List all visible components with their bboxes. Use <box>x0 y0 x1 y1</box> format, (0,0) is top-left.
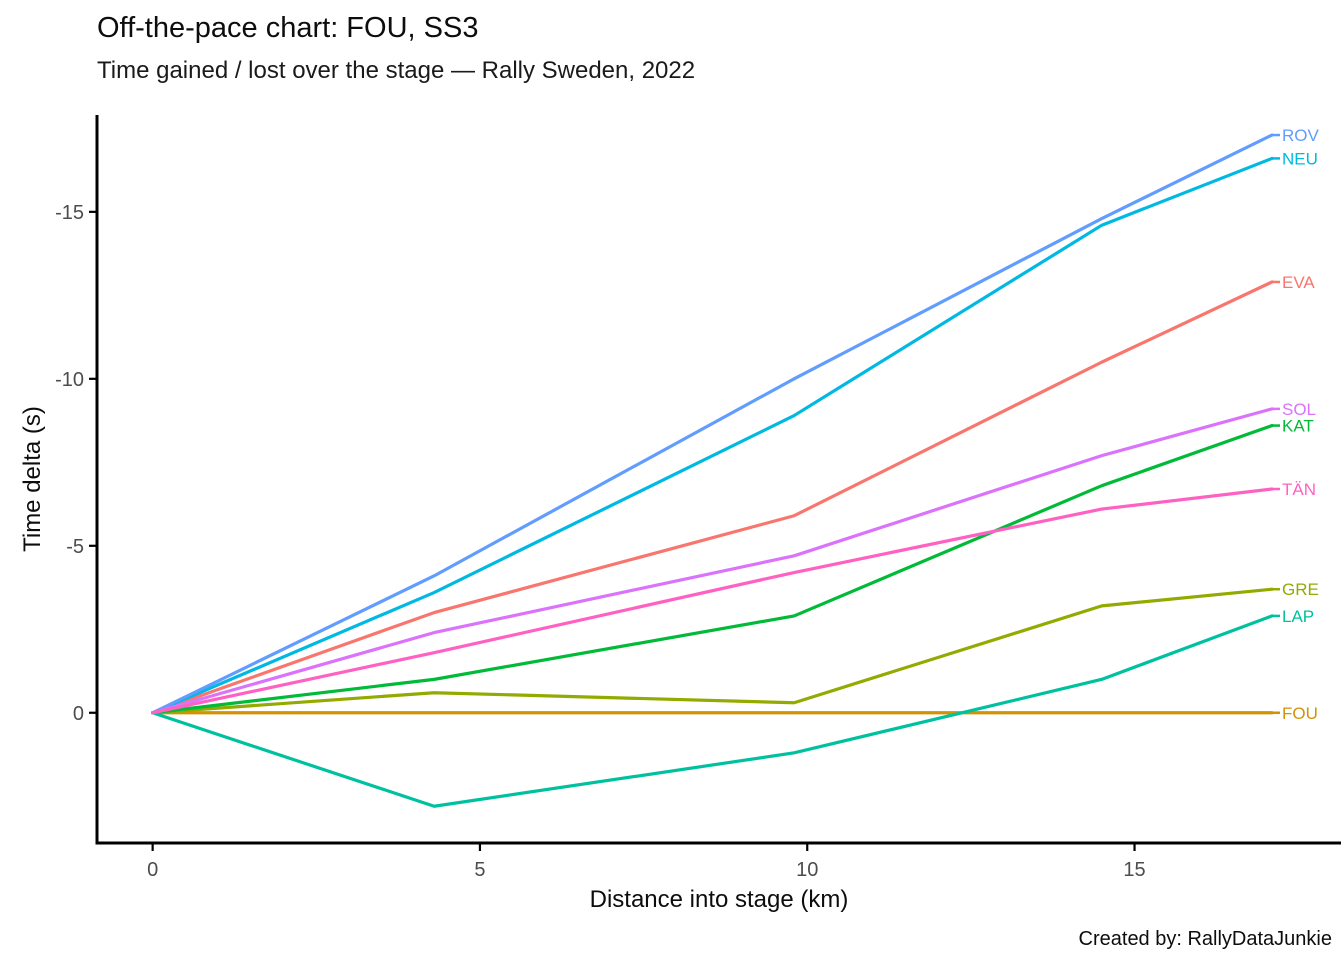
series-label-FOU: FOU <box>1282 704 1318 723</box>
series-label-EVA: EVA <box>1282 273 1315 292</box>
series-line-NEU <box>151 156 1274 715</box>
y-tick-label: -5 <box>66 536 84 558</box>
y-tick-label: -10 <box>55 369 84 391</box>
x-tick-label: 0 <box>147 859 158 881</box>
credit-caption: Created by: RallyDataJunkie <box>1078 928 1332 950</box>
series-label-TÄN: TÄN <box>1282 480 1316 499</box>
series-label-KAT: KAT <box>1282 417 1314 436</box>
series-line-TÄN <box>151 487 1274 715</box>
series-line-KAT <box>151 423 1274 715</box>
series-line-LAP <box>151 614 1274 808</box>
x-axis-title: Distance into stage (km) <box>589 886 849 913</box>
y-tick-label: 0 <box>73 703 84 725</box>
series-line-EVA <box>151 280 1274 715</box>
x-tick-label: 15 <box>1123 859 1145 881</box>
chart-subtitle: Time gained / lost over the stage — Rall… <box>97 57 696 84</box>
series-line-SOL <box>151 407 1274 715</box>
series-line-ROV <box>151 133 1274 715</box>
series-label-NEU: NEU <box>1282 149 1318 168</box>
series-label-ROV: ROV <box>1282 126 1320 145</box>
series-label-GRE: GRE <box>1282 580 1319 599</box>
chart-title: Off-the-pace chart: FOU, SS3 <box>97 12 479 44</box>
x-tick-label: 5 <box>474 859 485 881</box>
series-label-SOL: SOL <box>1282 400 1316 419</box>
y-tick-label: -15 <box>55 202 84 224</box>
x-tick-label: 10 <box>796 859 818 881</box>
series-label-LAP: LAP <box>1282 607 1314 626</box>
series-line-GRE <box>151 587 1274 715</box>
